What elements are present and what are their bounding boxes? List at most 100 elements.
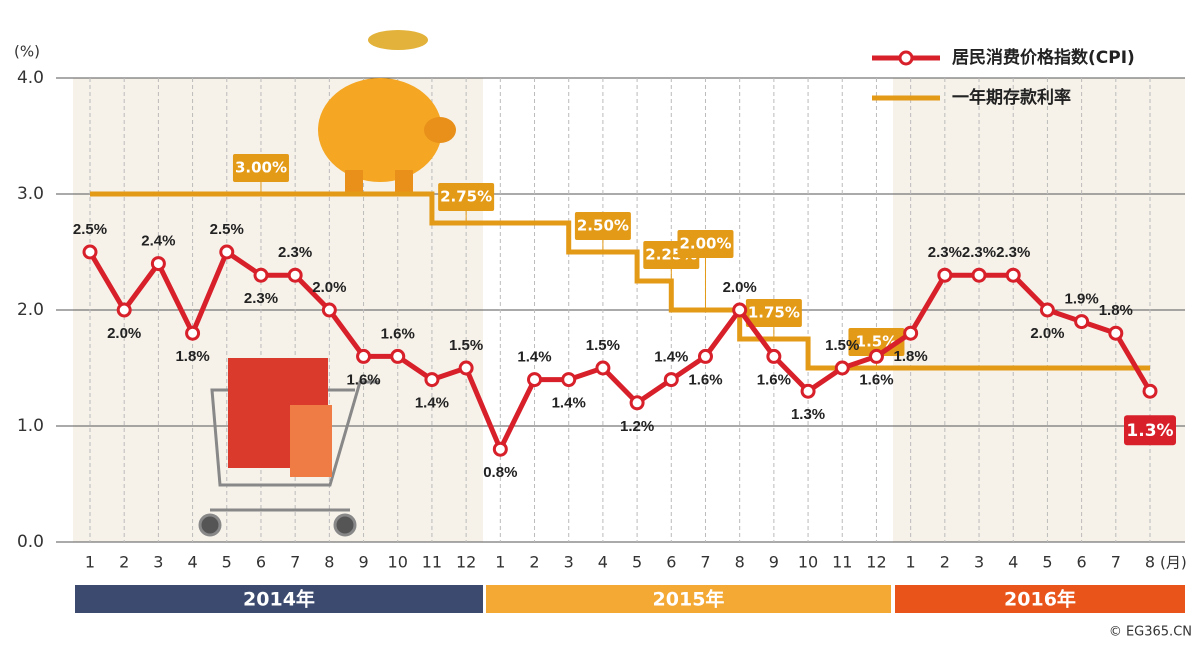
x-tick-label: 6 [256, 553, 266, 572]
y-tick-label: 0.0 [17, 532, 44, 552]
value-label: 1.4% [517, 349, 551, 366]
x-tick-label: 1 [495, 553, 505, 572]
cpi-point [1074, 314, 1090, 330]
x-tick-label: 1 [85, 553, 95, 572]
legend-dot [898, 50, 914, 66]
value-label: 1.4% [552, 395, 586, 412]
cpi-point [1108, 325, 1124, 341]
value-label: 2.5% [210, 221, 244, 238]
x-tick-label: 9 [358, 553, 368, 572]
rate-box [745, 299, 802, 327]
x-tick-label: 7 [1111, 553, 1121, 572]
year-label: 2016年 [1004, 588, 1076, 611]
rate-box [232, 154, 289, 182]
value-label: 2.4% [141, 233, 175, 250]
x-tick-label: 7 [290, 553, 300, 572]
legend-label: 居民消费价格指数(CPI) [952, 47, 1135, 68]
x-tick-label: 12 [866, 553, 886, 572]
x-tick-label: 5 [222, 553, 232, 572]
cpi-point [219, 244, 235, 260]
x-tick-label: 12 [456, 553, 476, 572]
source: © EG365.CN [1109, 625, 1192, 640]
x-tick-label: 2 [119, 553, 129, 572]
cpi-point [1039, 302, 1055, 318]
cpi-point [766, 348, 782, 364]
value-label: 1.8% [1099, 302, 1133, 319]
value-label: 1.6% [859, 371, 893, 388]
cpi-point [287, 267, 303, 283]
value-label: 1.5% [825, 337, 859, 354]
value-label: 2.3% [244, 290, 278, 307]
cpi-point [150, 256, 166, 272]
rate-box [438, 183, 495, 211]
cpi-point [185, 325, 201, 341]
cpi-point [116, 302, 132, 318]
x-tick-label: 5 [632, 553, 642, 572]
value-label: 2.3% [278, 244, 312, 261]
rate-label: 1.75% [748, 304, 800, 322]
x-tick-label: 2 [940, 553, 950, 572]
value-label: 1.3% [1126, 421, 1173, 441]
shopping-cart [198, 358, 380, 537]
x-tick-label: 6 [666, 553, 676, 572]
value-label: 1.4% [415, 395, 449, 412]
x-tick-label: 4 [1008, 553, 1018, 572]
piggy-bank [318, 30, 456, 192]
cpi-point [424, 372, 440, 388]
rate-label: 2.00% [679, 235, 731, 253]
x-tick-label: 11 [832, 553, 852, 572]
cpi-point [629, 395, 645, 411]
value-label: 1.6% [757, 371, 791, 388]
rate-label: 1.5% [856, 333, 898, 351]
year-bar [486, 585, 891, 613]
value-label: 1.5% [449, 337, 483, 354]
cpi-point [868, 348, 884, 364]
x-tick-label: 2 [529, 553, 539, 572]
cpi-point [595, 360, 611, 376]
year-bar [895, 585, 1185, 613]
cpi-point [82, 244, 98, 260]
x-tick-label: 9 [769, 553, 779, 572]
value-label: 2.3% [996, 244, 1030, 261]
value-label: 1.6% [381, 325, 415, 342]
value-label: 1.5% [586, 337, 620, 354]
cpi-point [697, 348, 713, 364]
value-label: 2.3% [928, 244, 962, 261]
x-tick-label: 4 [187, 553, 197, 572]
x-tick-label: 4 [598, 553, 608, 572]
rate-label: 3.00% [235, 159, 287, 177]
year-bar [75, 585, 483, 613]
cpi-point [937, 267, 953, 283]
x-tick-label: 6 [1077, 553, 1087, 572]
value-label: 1.2% [620, 418, 654, 435]
x-tick-label: 7 [700, 553, 710, 572]
value-label: 1.6% [346, 371, 380, 388]
y-tick-label: 4.0 [17, 68, 44, 88]
x-tick-label: 8 [735, 553, 745, 572]
cpi-point [561, 372, 577, 388]
value-label: 2.0% [107, 325, 141, 342]
value-label: 1.4% [654, 349, 688, 366]
value-label: 2.0% [723, 279, 757, 296]
cpi-point [1142, 383, 1158, 399]
y-tick-label: 1.0 [17, 416, 44, 436]
y-tick-label: 3.0 [17, 184, 44, 204]
cpi-point [492, 441, 508, 457]
cpi-point [834, 360, 850, 376]
x-tick-label: 3 [153, 553, 163, 572]
value-label: 2.3% [962, 244, 996, 261]
rate-box [574, 212, 631, 240]
cpi-point [356, 348, 372, 364]
rate-label: 2.50% [577, 217, 629, 235]
value-label: 1.9% [1065, 291, 1099, 308]
cpi-point [253, 267, 269, 283]
cpi-point [971, 267, 987, 283]
y-unit: (%) [14, 43, 40, 61]
x-tick-label: 3 [974, 553, 984, 572]
x-tick-label: 10 [388, 553, 408, 572]
cpi-point [527, 372, 543, 388]
rate-line [90, 191, 1150, 371]
value-label: 0.8% [483, 464, 517, 481]
legend-label: 一年期存款利率 [952, 87, 1071, 108]
